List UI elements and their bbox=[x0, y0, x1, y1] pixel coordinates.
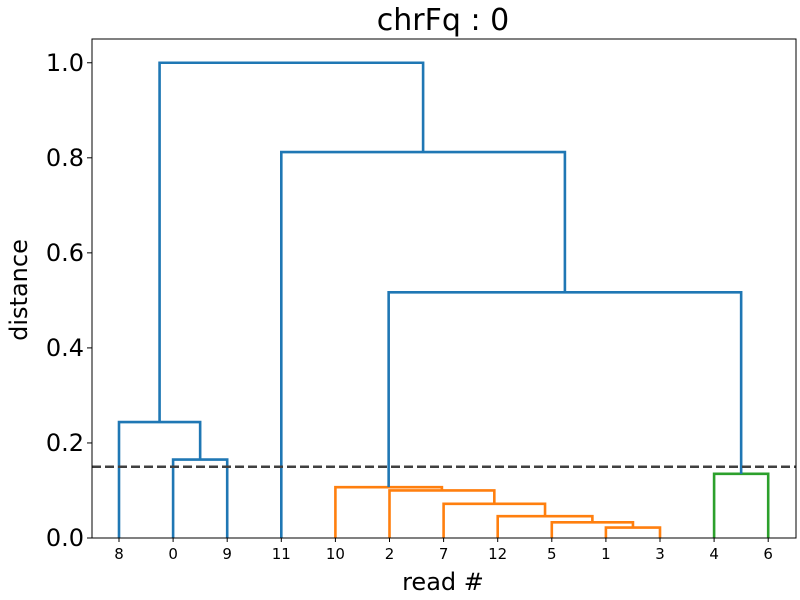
leaf-label: 9 bbox=[222, 545, 232, 563]
leaf-label: 0 bbox=[168, 545, 178, 563]
leaf-label: 8 bbox=[114, 545, 124, 563]
dendrogram-link-4 bbox=[388, 489, 496, 538]
dendrogram-link-5 bbox=[334, 485, 444, 538]
leaf-label: 10 bbox=[326, 545, 345, 563]
dendrogram-link-2 bbox=[496, 514, 594, 538]
dendrogram-link-3 bbox=[442, 502, 547, 538]
leaf-label: 6 bbox=[763, 545, 773, 563]
y-tick-label: 1.0 bbox=[46, 49, 84, 77]
y-tick-label: 0.0 bbox=[46, 524, 84, 552]
leaf-label: 3 bbox=[655, 545, 665, 563]
leaf-label: 1 bbox=[601, 545, 611, 563]
dendrogram-links bbox=[117, 61, 770, 538]
leaf-label: 12 bbox=[488, 545, 507, 563]
dendrogram-link-11 bbox=[158, 61, 425, 423]
leaf-label: 5 bbox=[547, 545, 557, 563]
chart-title: chrFq : 0 bbox=[377, 3, 509, 38]
dendrogram-link-1 bbox=[550, 521, 635, 538]
y-tick-label: 0.2 bbox=[46, 429, 84, 457]
y-tick-label: 0.8 bbox=[46, 144, 84, 172]
x-axis: 8 0 9 11 10 2 7 12 5 1 3 4 6 bbox=[114, 538, 773, 563]
y-axis: 0.0 0.2 0.4 0.6 0.8 1.0 bbox=[46, 49, 92, 552]
leaf-label: 2 bbox=[385, 545, 395, 563]
dendrogram-link-6 bbox=[712, 472, 770, 538]
dendrogram-link-0 bbox=[604, 526, 662, 538]
y-tick-label: 0.4 bbox=[46, 334, 84, 362]
x-axis-label: read # bbox=[402, 568, 484, 596]
dendrogram-link-10 bbox=[117, 420, 202, 538]
dendrogram-link-9 bbox=[171, 458, 229, 538]
y-tick-label: 0.6 bbox=[46, 239, 84, 267]
plot-frame bbox=[91, 38, 797, 539]
leaf-label: 7 bbox=[439, 545, 449, 563]
leaf-label: 11 bbox=[272, 545, 291, 563]
dendrogram-link-7 bbox=[387, 291, 743, 488]
dendrogram-link-8 bbox=[280, 150, 567, 538]
leaf-label: 4 bbox=[709, 545, 719, 563]
y-axis-label: distance bbox=[5, 239, 33, 341]
